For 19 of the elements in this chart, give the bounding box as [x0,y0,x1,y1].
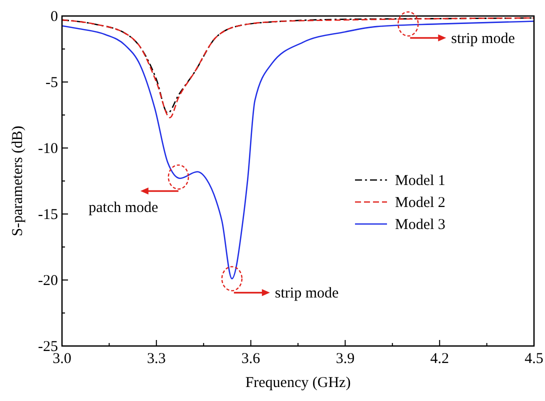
legend-label: Model 3 [395,217,446,233]
x-tick-label: 4.2 [430,351,449,367]
annotation: patch mode [88,200,159,216]
legend-label: Model 1 [395,173,446,189]
x-tick-label: 3.3 [147,351,166,367]
y-tick-label: -10 [38,141,58,157]
x-tick-label: 3.9 [336,351,355,367]
y-tick-label: -15 [38,207,58,223]
x-tick-label: 4.5 [524,351,544,367]
y-tick-label: -5 [46,75,58,91]
annotation: strip mode [274,286,340,302]
x-axis-title: Frequency (GHz) [245,375,351,391]
y-axis-title: S-parameters (dB) [10,126,26,236]
x-tick-label: 3.6 [241,351,261,367]
y-tick-label: -20 [38,273,58,289]
x-tick-label: 3.0 [52,351,72,367]
y-tick-label: 0 [50,9,58,25]
legend-label: Model 2 [395,195,446,211]
annotation: strip mode [451,30,516,47]
